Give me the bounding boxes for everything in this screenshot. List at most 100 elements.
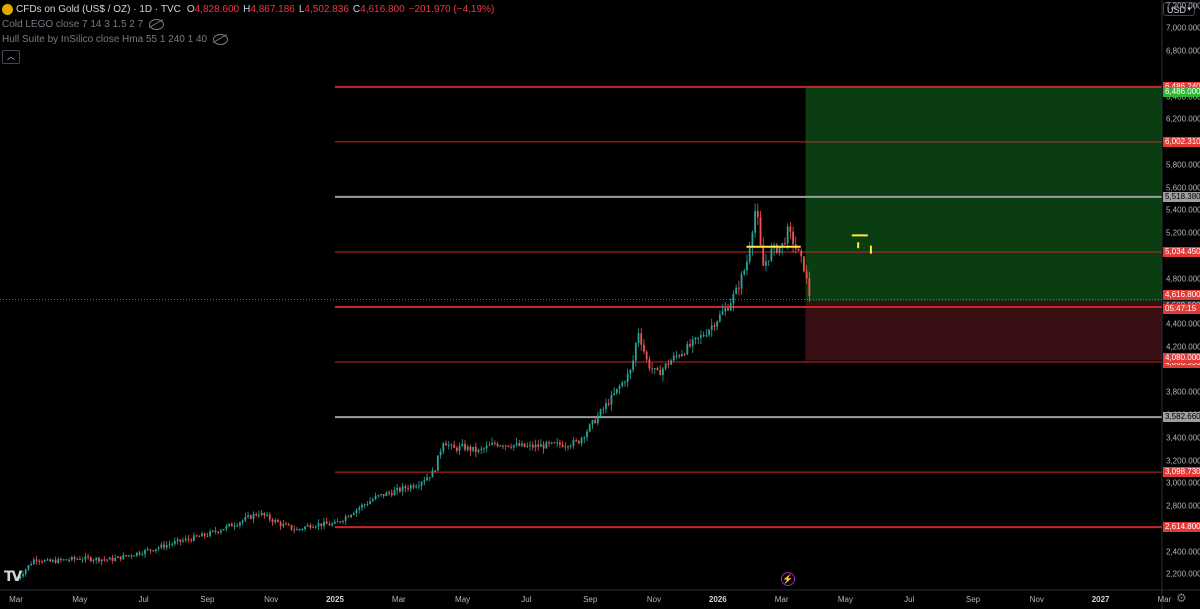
candle-body: [43, 560, 46, 562]
candle-body: [309, 525, 312, 528]
candle-body: [154, 549, 157, 551]
price-tick-label: 3,800.000: [1166, 387, 1200, 397]
candle-body: [149, 549, 152, 551]
indicator-row-1[interactable]: Cold LEGO close 7 14 3 1.5 2 7: [2, 17, 498, 32]
candle-body: [157, 547, 160, 550]
candle-body: [523, 443, 526, 447]
candle-body: [239, 522, 241, 526]
candle-body: [290, 525, 293, 530]
candle-body: [727, 308, 729, 311]
candle-body: [754, 210, 757, 233]
candle-body: [247, 515, 249, 517]
candle-body: [141, 554, 144, 556]
time-month-label: Sep: [583, 595, 598, 604]
candle-body: [737, 287, 740, 289]
candle-body: [729, 303, 732, 311]
time-month-label: Jul: [521, 595, 532, 604]
candle-body: [228, 523, 230, 526]
candle-body: [445, 443, 447, 446]
price-tick-label: 4,800.000: [1166, 274, 1200, 284]
candle-body: [255, 514, 258, 516]
currency-selector[interactable]: USD ▾: [1163, 2, 1195, 16]
candle-body: [73, 557, 76, 559]
candle-body: [651, 368, 653, 370]
candle-body: [458, 445, 461, 451]
candle-body: [662, 368, 664, 376]
candle-body: [721, 311, 724, 315]
candle-body: [466, 446, 469, 450]
settings-gear-icon[interactable]: ⚙: [1176, 591, 1187, 605]
candle-body: [76, 558, 79, 560]
candle-body: [380, 494, 382, 496]
candle-body: [331, 523, 334, 526]
candle-body: [643, 344, 645, 352]
candle-body: [60, 558, 62, 560]
candle-body: [580, 437, 583, 444]
indicator-row-2[interactable]: Hull Suite by InSilico close Hma 55 1 24…: [2, 32, 498, 47]
profit-zone: [805, 86, 1162, 302]
symbol-row[interactable]: CFDs on Gold (US$ / OZ) · 1D · TVC O 4,82…: [2, 2, 498, 17]
tradingview-logo-icon[interactable]: 𝗧𝗩: [4, 569, 22, 585]
price-tick-label: 4,200.000: [1166, 342, 1200, 352]
time-year-label: 2026: [708, 595, 727, 604]
time-month-label: May: [837, 595, 853, 604]
price-tick-label: 2,800.000: [1166, 501, 1200, 511]
high-value: 4,867.186: [250, 3, 295, 15]
candle-body: [190, 539, 193, 541]
collapse-legend-button[interactable]: ︿: [2, 50, 20, 64]
target-price-label: 6,486.000: [1163, 86, 1200, 97]
candle-body: [461, 443, 464, 446]
candle-body: [187, 538, 190, 540]
lightning-icon[interactable]: ⚡: [781, 572, 795, 586]
time-month-label: May: [455, 595, 471, 604]
candle-body: [670, 360, 672, 365]
candle-body: [439, 451, 442, 456]
candle-body: [355, 509, 358, 514]
indicator-name[interactable]: Hull Suite by InSilico close Hma 55 1 24…: [2, 33, 208, 45]
candle-body: [306, 525, 309, 527]
candle-body: [621, 382, 624, 387]
candle-body: [534, 444, 537, 448]
candle-body: [618, 386, 621, 389]
candle-body: [808, 278, 811, 297]
candle-body: [38, 560, 41, 562]
candle-body: [369, 501, 371, 504]
hidden-eye-icon[interactable]: [213, 34, 229, 45]
price-tick-label: 6,800.000: [1166, 46, 1200, 56]
candle-body: [122, 555, 125, 560]
time-month-label: Nov: [264, 595, 279, 604]
candle-body: [68, 559, 71, 561]
candle-body: [152, 550, 155, 552]
symbol-title[interactable]: CFDs on Gold (US$ / OZ) · 1D · TVC: [16, 3, 181, 15]
candle-body: [404, 486, 407, 489]
hidden-eye-icon[interactable]: [149, 19, 165, 30]
candle-body: [686, 344, 689, 355]
candle-body: [540, 444, 542, 447]
candle-body: [352, 513, 355, 515]
candle-body: [800, 250, 803, 257]
level-price-label: 6,002.310: [1163, 136, 1200, 147]
loss-zone: [805, 301, 1162, 361]
candle-body: [385, 492, 388, 497]
candle-body: [409, 485, 412, 489]
candle-body: [789, 226, 792, 232]
candle-body: [117, 556, 119, 558]
high-key: H: [243, 3, 251, 15]
candle-body: [602, 408, 605, 410]
indicator-name[interactable]: Cold LEGO close 7 14 3 1.5 2 7: [2, 18, 144, 30]
candle-body: [361, 504, 363, 508]
candle-body: [629, 369, 632, 374]
candle-body: [62, 559, 65, 561]
candle-body: [656, 368, 659, 370]
candle-body: [718, 314, 721, 322]
candle-body: [564, 446, 567, 448]
candle-body: [455, 447, 458, 451]
candle-body: [803, 256, 805, 272]
candle-body: [22, 573, 24, 577]
time-month-label: Mar: [1157, 595, 1172, 604]
candle-body: [106, 559, 108, 561]
candle-body: [51, 559, 54, 562]
candle-body: [323, 521, 325, 527]
time-month-label: Mar: [391, 595, 406, 604]
